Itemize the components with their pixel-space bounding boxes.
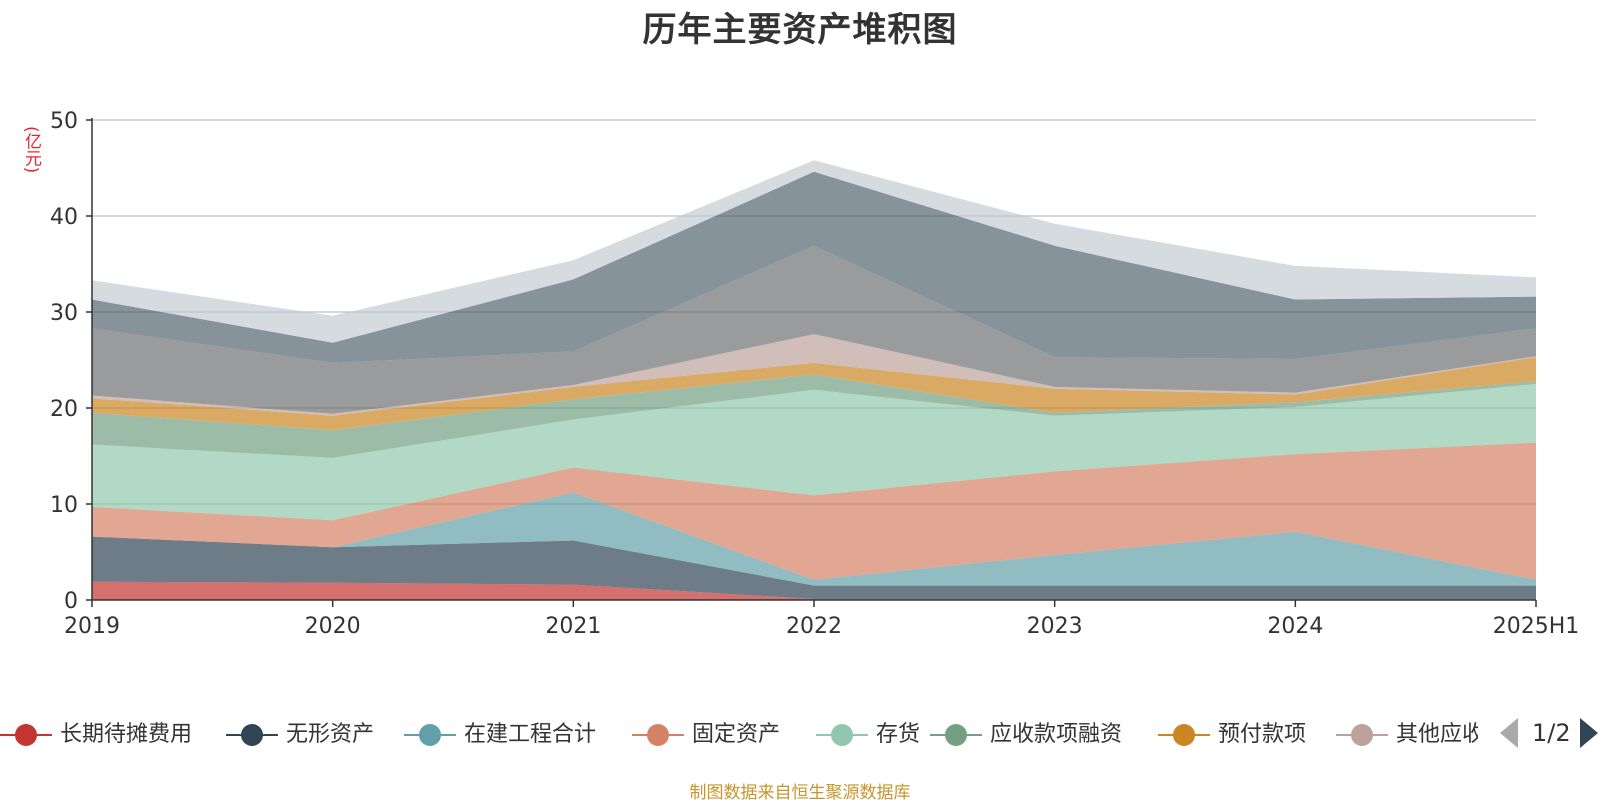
legend-label: 其他应收款 xyxy=(1396,722,1478,747)
legend-label: 长期待摊费用 xyxy=(60,722,193,747)
y-tick-label: 30 xyxy=(50,301,78,326)
axes: 0 10 20 30 40 50 2019 2020 2021 2022 2023 2024 2025H… xyxy=(50,109,1579,639)
area-series-3 xyxy=(92,442,1536,580)
legend-label: 固定资产 xyxy=(692,722,781,747)
legend-pager: 1/2 xyxy=(1500,716,1600,756)
area-series-8 xyxy=(92,245,1536,414)
area-series-2 xyxy=(92,492,1536,586)
legend-label: 应收款项融资 xyxy=(990,722,1123,747)
area-series-7 xyxy=(92,334,1536,416)
x-tick-label: 2023 xyxy=(1027,614,1083,639)
area-series-6 xyxy=(92,357,1536,431)
y-axis-unit-label: (亿元) xyxy=(21,126,41,174)
legend-label: 预付款项 xyxy=(1218,722,1307,747)
source-note: 制图数据来自恒生聚源数据库 xyxy=(689,783,911,803)
area-series-1 xyxy=(92,536,1536,599)
y-tick-label: 10 xyxy=(50,493,78,518)
area-series-4 xyxy=(92,384,1536,521)
area-series-5 xyxy=(92,374,1536,458)
area-series xyxy=(92,160,1536,600)
legend-label: 无形资产 xyxy=(286,722,375,747)
area-series-9 xyxy=(92,171,1536,363)
x-tick-label: 2024 xyxy=(1267,614,1323,639)
chart-title: 历年主要资产堆积图 xyxy=(642,10,958,50)
x-tick-label: 2025H1 xyxy=(1493,614,1580,639)
legend-next-page-icon[interactable] xyxy=(1580,718,1598,748)
stacked-area-chart: 0 10 20 30 40 50 2019 2020 2021 2022 2023 2024 2025H… xyxy=(50,109,1579,639)
y-tick-label: 40 xyxy=(50,205,78,230)
legend-items: 长期待摊费用无形资产在建工程合计固定资产存货应收款项融资预付款项其他应收款应收账… xyxy=(0,710,1478,760)
legend-page-indicator: 1/2 xyxy=(1532,719,1571,747)
y-tick-label: 0 xyxy=(64,589,78,614)
x-tick-label: 2021 xyxy=(545,614,601,639)
x-tick-label: 2020 xyxy=(305,614,361,639)
x-tick-label: 2022 xyxy=(786,614,842,639)
y-tick-label: 50 xyxy=(50,109,78,134)
legend-label: 存货 xyxy=(876,722,921,747)
legend-prev-page-icon[interactable] xyxy=(1500,718,1518,748)
legend-label: 在建工程合计 xyxy=(464,722,597,747)
area-series-10 xyxy=(92,160,1536,343)
legend: 长期待摊费用无形资产在建工程合计固定资产存货应收款项融资预付款项其他应收款应收账… xyxy=(0,710,1600,760)
x-tick-label: 2019 xyxy=(64,614,120,639)
area-series-0 xyxy=(92,581,1536,600)
y-tick-label: 20 xyxy=(50,397,78,422)
